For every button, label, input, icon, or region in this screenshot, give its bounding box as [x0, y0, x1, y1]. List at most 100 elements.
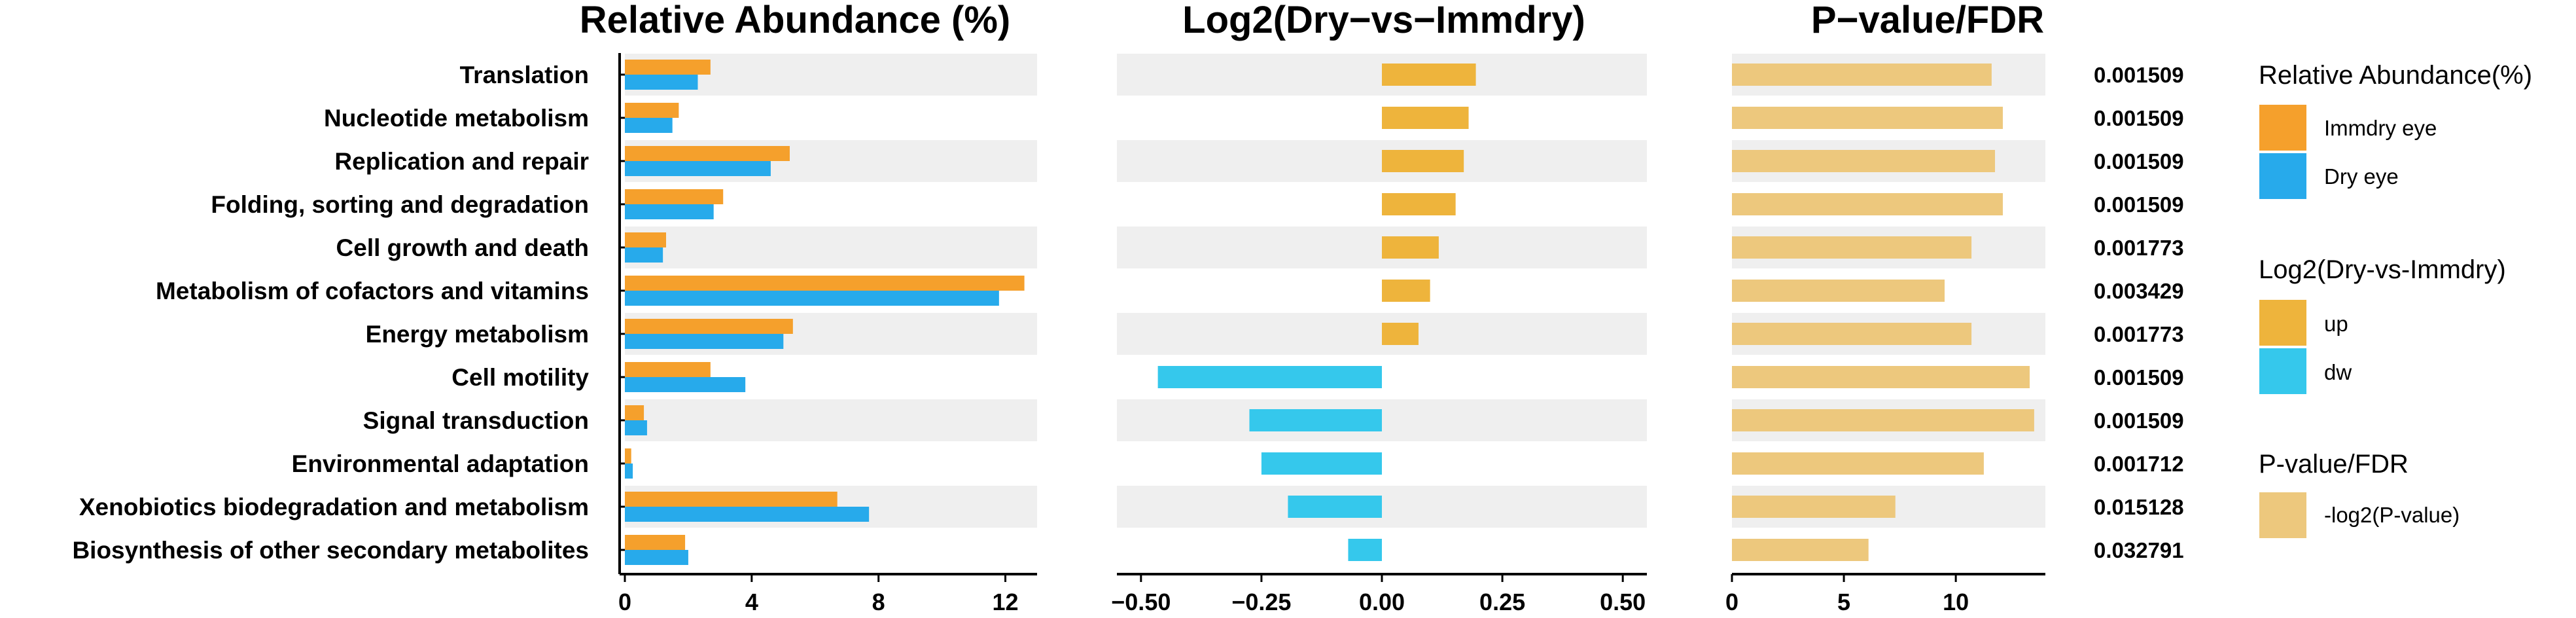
- pvalue-label: 0.001712: [2094, 452, 2184, 476]
- category-label: Cell growth and death: [336, 234, 589, 261]
- legend-label-dry: Dry eye: [2324, 164, 2399, 189]
- pvalue-label: 0.001509: [2094, 192, 2184, 217]
- x-tick-label: 0.00: [1359, 589, 1405, 615]
- x-tick-label: 0: [1725, 589, 1738, 615]
- legend-swatch-immdry: [2259, 105, 2306, 151]
- legend-label-pvalue: -log2(P-value): [2324, 503, 2460, 527]
- bar-immdry-eye: [625, 276, 1025, 291]
- category-label: Metabolism of cofactors and vitamins: [156, 278, 589, 304]
- category-label: Xenobiotics biodegradation and metabolis…: [79, 494, 589, 520]
- bar-dry-eye: [625, 464, 633, 479]
- bar-log2-dw: [1157, 366, 1382, 388]
- bar-neg-log2-pvalue: [1732, 150, 1996, 172]
- x-tick-label: 0.25: [1479, 589, 1525, 615]
- pvalue-label: 0.032791: [2094, 538, 2184, 562]
- bar-neg-log2-pvalue: [1732, 323, 1972, 345]
- bar-neg-log2-pvalue: [1732, 64, 1992, 86]
- bar-neg-log2-pvalue: [1732, 107, 2003, 129]
- pvalue-label: 0.001509: [2094, 106, 2184, 130]
- x-tick-label: −0.50: [1111, 589, 1171, 615]
- x-tick-label: 4: [745, 589, 758, 615]
- bar-dry-eye: [625, 377, 746, 392]
- row-band: [625, 399, 1037, 441]
- pvalue-label: 0.001773: [2094, 236, 2184, 260]
- bar-log2-up: [1382, 193, 1456, 215]
- bar-immdry-eye: [625, 60, 711, 75]
- legend-label-immdry: Immdry eye: [2324, 116, 2437, 140]
- pvalue-label: 0.001509: [2094, 409, 2184, 433]
- bar-dry-eye: [625, 550, 688, 565]
- bar-dry-eye: [625, 247, 663, 263]
- bar-dry-eye: [625, 118, 673, 133]
- bar-neg-log2-pvalue: [1732, 539, 1869, 561]
- bar-log2-up: [1382, 107, 1469, 129]
- legend-swatch-pvalue: [2259, 492, 2306, 538]
- category-label: Cell motility: [451, 364, 589, 391]
- panel-title-abundance: Relative Abundance (%): [580, 0, 1011, 41]
- legend-title-abundance: Relative Abundance(%): [2259, 61, 2532, 90]
- legend-swatch-dry: [2259, 153, 2306, 199]
- category-label: Replication and repair: [334, 148, 589, 175]
- bar-log2-up: [1382, 323, 1419, 345]
- x-tick-label: 5: [1837, 589, 1850, 615]
- bar-neg-log2-pvalue: [1732, 452, 1984, 475]
- bar-dry-eye: [625, 161, 771, 176]
- bar-dry-eye: [625, 75, 698, 90]
- category-label: Energy metabolism: [366, 321, 589, 348]
- bar-dry-eye: [625, 334, 784, 349]
- bar-log2-dw: [1249, 409, 1382, 431]
- pvalue-label: 0.001509: [2094, 365, 2184, 390]
- x-tick-label: −0.25: [1231, 589, 1291, 615]
- pvalue-label: 0.003429: [2094, 279, 2184, 303]
- category-label: Biosynthesis of other secondary metaboli…: [72, 537, 589, 564]
- pvalue-label: 0.015128: [2094, 495, 2184, 519]
- bar-dry-eye: [625, 420, 647, 435]
- legend-swatch-up: [2259, 300, 2306, 346]
- bar-immdry-eye: [625, 189, 724, 204]
- legend-label-up: up: [2324, 312, 2348, 336]
- bar-neg-log2-pvalue: [1732, 366, 2030, 388]
- bar-immdry-eye: [625, 319, 793, 334]
- bar-log2-up: [1382, 280, 1430, 302]
- bar-immdry-eye: [625, 362, 711, 377]
- bar-immdry-eye: [625, 146, 790, 161]
- bar-immdry-eye: [625, 448, 631, 464]
- row-band: [625, 227, 1037, 268]
- bar-immdry-eye: [625, 232, 666, 247]
- bar-log2-dw: [1261, 452, 1382, 475]
- bar-dry-eye: [625, 291, 999, 306]
- x-tick-label: 0.50: [1600, 589, 1646, 615]
- pvalue-label: 0.001773: [2094, 322, 2184, 346]
- category-label: Translation: [460, 62, 589, 88]
- legend-label-dw: dw: [2324, 360, 2352, 384]
- bar-dry-eye: [625, 204, 714, 219]
- category-label: Signal transduction: [363, 407, 589, 434]
- legend-title-log2: Log2(Dry-vs-Immdry): [2259, 255, 2506, 284]
- legend-swatch-dw: [2259, 348, 2306, 394]
- bar-immdry-eye: [625, 103, 679, 118]
- legend-title-pvalue: P-value/FDR: [2259, 450, 2408, 479]
- bar-log2-dw: [1348, 539, 1382, 561]
- x-tick-label: 12: [993, 589, 1019, 615]
- category-label: Environmental adaptation: [292, 450, 589, 477]
- panel-title-pvalue: P−value/FDR: [1811, 0, 2044, 41]
- bar-log2-up: [1382, 236, 1439, 259]
- bar-neg-log2-pvalue: [1732, 193, 2003, 215]
- category-label: Folding, sorting and degradation: [211, 191, 589, 218]
- pvalue-label: 0.001509: [2094, 149, 2184, 173]
- bar-immdry-eye: [625, 492, 838, 507]
- bar-neg-log2-pvalue: [1732, 496, 1896, 518]
- bar-dry-eye: [625, 507, 870, 522]
- bar-log2-dw: [1288, 496, 1382, 518]
- bar-neg-log2-pvalue: [1732, 409, 2034, 431]
- pvalue-label: 0.001509: [2094, 63, 2184, 87]
- bar-immdry-eye: [625, 535, 686, 550]
- panel-title-log2: Log2(Dry−vs−Immdry): [1182, 0, 1585, 41]
- bar-neg-log2-pvalue: [1732, 236, 1972, 259]
- bar-log2-up: [1382, 150, 1464, 172]
- bar-neg-log2-pvalue: [1732, 280, 1945, 302]
- legend: Relative Abundance(%) Immdry eye Dry eye…: [2259, 61, 2532, 538]
- x-tick-label: 10: [1943, 589, 1969, 615]
- bar-immdry-eye: [625, 405, 644, 420]
